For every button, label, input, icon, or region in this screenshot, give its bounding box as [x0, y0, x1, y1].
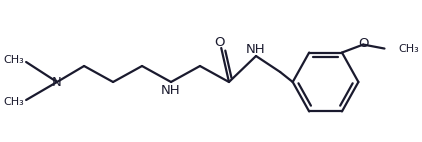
Text: NH: NH — [161, 83, 181, 97]
Text: CH₃: CH₃ — [398, 44, 419, 54]
Text: NH: NH — [246, 42, 266, 56]
Text: CH₃: CH₃ — [3, 97, 24, 107]
Text: O: O — [214, 36, 225, 49]
Text: O: O — [358, 37, 368, 50]
Text: N: N — [52, 76, 62, 88]
Text: CH₃: CH₃ — [3, 55, 24, 65]
